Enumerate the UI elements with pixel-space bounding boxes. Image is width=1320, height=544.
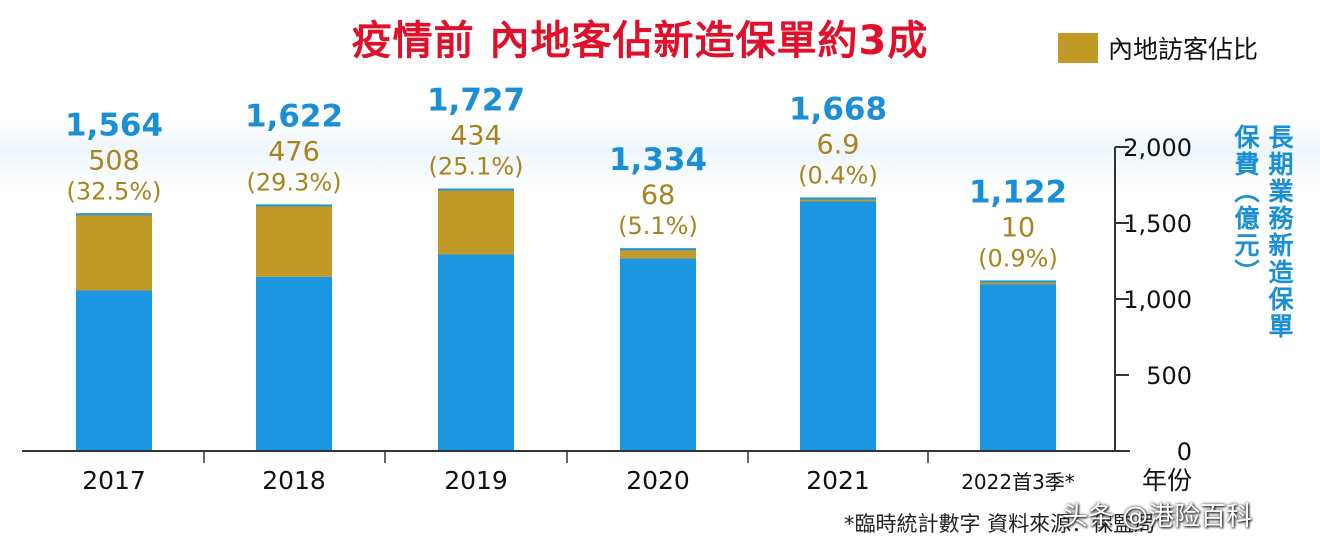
bar-mainland-label: 508 bbox=[88, 145, 140, 176]
bar-pct-label: (5.1%) bbox=[618, 212, 698, 240]
bar-top-edge bbox=[76, 213, 152, 216]
legend-swatch bbox=[1058, 33, 1098, 63]
y-tick-label: 500 bbox=[1146, 362, 1192, 390]
bar-top-edge bbox=[620, 248, 696, 251]
bar-pct-label: (29.3%) bbox=[247, 168, 342, 196]
bar-pct-label: (0.4%) bbox=[798, 161, 878, 189]
bar-segment-mainland bbox=[438, 188, 514, 255]
bar-top-edge bbox=[256, 204, 332, 207]
bar-segment-other bbox=[800, 198, 876, 451]
bar-total-label: 1,668 bbox=[789, 91, 887, 127]
bar-total-label: 1,564 bbox=[65, 107, 163, 143]
bar-mainland-label: 6.9 bbox=[817, 129, 860, 160]
bar-pct-label: (32.5%) bbox=[67, 177, 162, 205]
x-axis-title: 年份 bbox=[1142, 466, 1192, 495]
bar-segment-other bbox=[620, 258, 696, 451]
y-axis-label-left: 保費（億元） bbox=[1231, 124, 1260, 286]
bar-total-label: 1,334 bbox=[609, 142, 707, 178]
bar-segment-mainland bbox=[620, 248, 696, 259]
bar-segment-other bbox=[256, 276, 332, 451]
x-tick-label: 2021 bbox=[806, 466, 870, 495]
bar-pct-label: (25.1%) bbox=[429, 152, 524, 180]
bar-top-edge bbox=[980, 280, 1056, 283]
bar-total-label: 1,122 bbox=[969, 174, 1067, 210]
footnote: *臨時統計數字 資料來源：保監局 bbox=[844, 512, 1156, 536]
y-tick-label: 2,000 bbox=[1123, 134, 1192, 162]
y-axis-label-right: 長期業務新造保單 bbox=[1265, 124, 1294, 340]
legend-label: 內地訪客佔比 bbox=[1108, 35, 1259, 64]
bar-pct-label: (0.9%) bbox=[978, 244, 1058, 272]
y-tick-label: 1,000 bbox=[1123, 286, 1192, 314]
bar-segment-other bbox=[980, 281, 1056, 451]
x-tick-label: 2019 bbox=[444, 466, 508, 495]
x-tick-label: 2018 bbox=[262, 466, 326, 495]
bar-segment-mainland bbox=[76, 213, 152, 291]
bar-segment-other bbox=[438, 254, 514, 451]
background-band bbox=[0, 120, 1320, 190]
bar-segment-other bbox=[76, 290, 152, 451]
bar-top-edge bbox=[438, 188, 514, 191]
bar-top-edge bbox=[800, 197, 876, 200]
x-tick-label: 2017 bbox=[82, 466, 146, 495]
y-tick-label: 0 bbox=[1177, 438, 1192, 466]
bar-mainland-label: 10 bbox=[1001, 212, 1035, 243]
bar-mainland-label: 68 bbox=[641, 180, 675, 211]
bar-mainland-label: 476 bbox=[268, 136, 320, 167]
y-tick-label: 1,500 bbox=[1123, 210, 1192, 238]
bar-total-label: 1,622 bbox=[245, 98, 343, 134]
x-tick-label: 2020 bbox=[626, 466, 690, 495]
chart-title: 疫情前 內地客佔新造保單約3成 bbox=[351, 18, 929, 64]
watermark: 头条 @港险百科 bbox=[1062, 502, 1253, 532]
bar-total-label: 1,727 bbox=[427, 82, 525, 118]
bar-segment-mainland bbox=[256, 204, 332, 277]
bar-mainland-label: 434 bbox=[450, 120, 502, 151]
legend: 內地訪客佔比 bbox=[1058, 30, 1258, 66]
x-tick-label: 2022首3季* bbox=[961, 470, 1075, 494]
